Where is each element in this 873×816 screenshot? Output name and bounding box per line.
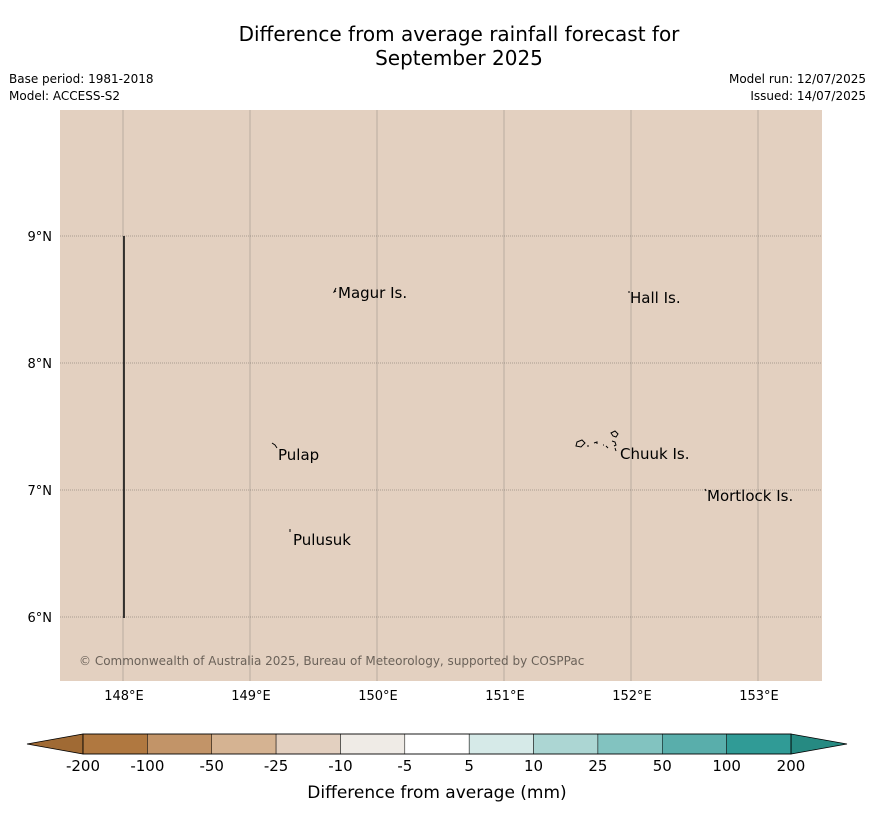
colorbar-bin [468,733,534,755]
map-title: Difference from average rainfall forecas… [0,22,873,70]
graticule [122,110,759,681]
meta-left: Base period: 1981-2018 Model: ACCESS-S2 [9,71,154,105]
colorbar-title: Difference from average (mm) [307,783,566,803]
colorbar-tick-label: 50 [653,757,672,775]
colorbar-high-extend [790,733,848,755]
lon-tick-label: 151°E [485,689,525,704]
colorbar-bin [404,733,470,755]
colorbar-tick-label: -100 [130,757,164,775]
colorbar-tick-label: -50 [199,757,224,775]
colorbar-bin [340,733,406,755]
colorbar-bin [211,733,277,755]
colorbar-tick-label: -25 [264,757,289,775]
colorbar-bin [726,733,792,755]
place-label: Hall Is. [630,289,681,307]
colorbar-bin [597,733,663,755]
copyright-notice: © Commonwealth of Australia 2025, Bureau… [79,654,584,668]
title-line-1: Difference from average rainfall forecas… [238,22,680,46]
colorbar-bin [82,733,148,755]
colorbar-tick-label: -10 [328,757,353,775]
meta-right: Model run: 12/07/2025 Issued: 14/07/2025 [729,71,866,105]
chuuk-islands-outline [575,430,619,452]
lat-tick-label: 7°N [28,484,53,499]
place-label: Chuuk Is. [620,445,689,463]
title-line-2: September 2025 [375,46,543,70]
magur-island-outline [332,287,337,294]
colorbar-bin [275,733,341,755]
colorbar-tick-label: 5 [464,757,474,775]
model-run-date: Model run: 12/07/2025 [728,72,866,86]
issued-date: Issued: 14/07/2025 [750,89,866,103]
pulap-island-outline [271,442,278,449]
place-label: Pulap [278,446,319,464]
colorbar-bin [147,733,212,755]
place-label: Mortlock Is. [707,487,793,505]
colorbar-tick-label: -200 [66,757,100,775]
colorbar-bin [533,733,599,755]
colorbar-tick-label: 10 [524,757,543,775]
lon-tick-label: 150°E [358,689,398,704]
lat-tick-label: 6°N [28,611,53,626]
colorbar-bin [662,733,727,755]
place-label: Magur Is. [338,284,407,302]
colorbar-tick-label: 200 [777,757,806,775]
mortlock-island-outline [704,488,707,492]
colorbar-tick-label: 25 [588,757,607,775]
lon-tick-label: 152°E [612,689,652,704]
place-label: Pulusuk [293,531,351,549]
lat-tick-label: 8°N [28,357,53,372]
colorbar-tick-label: -5 [397,757,412,775]
lon-tick-label: 149°E [231,689,271,704]
colorbar: -200 -100 -50 -25 -10 -5 5 10 25 50 100 200 Differe… [26,733,848,803]
lon-tick-label: 153°E [739,689,779,704]
base-period: Base period: 1981-2018 [9,72,154,86]
lat-tick-label: 9°N [28,230,53,245]
colorbar-tick-label: 100 [712,757,741,775]
model-name: Model: ACCESS-S2 [9,89,121,103]
island-outlines [271,287,707,532]
map-area [60,110,822,681]
colorbar-outline [82,733,792,755]
colorbar-low-extend [26,733,84,755]
lon-tick-label: 148°E [104,689,144,704]
